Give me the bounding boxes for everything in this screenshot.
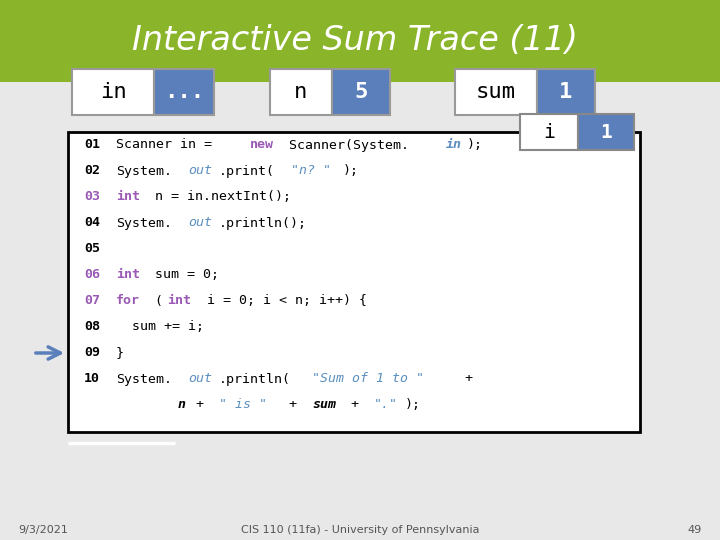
Text: " is ": " is " <box>219 399 267 411</box>
Text: CIS 110 (11fa) - University of Pennsylvania: CIS 110 (11fa) - University of Pennsylva… <box>240 525 480 535</box>
Text: Scanner(System.: Scanner(System. <box>282 138 409 152</box>
Text: out: out <box>188 165 212 178</box>
Text: (: ( <box>147 294 163 307</box>
Text: sum: sum <box>312 399 336 411</box>
Text: sum: sum <box>476 82 516 102</box>
Text: 1: 1 <box>559 82 572 102</box>
Text: System.: System. <box>116 165 172 178</box>
Bar <box>72 69 154 115</box>
Text: .print(: .print( <box>219 165 275 178</box>
Text: 9/3/2021: 9/3/2021 <box>18 525 68 535</box>
Text: 06: 06 <box>84 268 100 281</box>
Text: n: n <box>178 399 186 411</box>
Bar <box>578 114 634 150</box>
Text: ...: ... <box>164 82 204 102</box>
Text: 5: 5 <box>354 82 368 102</box>
Text: .println();: .println(); <box>219 217 307 230</box>
Text: }: } <box>116 347 124 360</box>
Text: n: n <box>294 82 307 102</box>
Text: i: i <box>543 123 555 141</box>
Bar <box>0 0 720 82</box>
Text: System.: System. <box>116 373 172 386</box>
Text: sum = 0;: sum = 0; <box>147 268 219 281</box>
Text: 04: 04 <box>84 217 100 230</box>
Bar <box>270 69 332 115</box>
Bar <box>154 69 214 115</box>
Text: );: ); <box>467 138 483 152</box>
Text: +: + <box>343 399 367 411</box>
Text: +: + <box>188 399 212 411</box>
Text: 10: 10 <box>84 373 100 386</box>
Text: 09: 09 <box>84 347 100 360</box>
Bar <box>537 69 595 115</box>
Text: in: in <box>446 138 462 152</box>
Text: 1: 1 <box>600 123 612 141</box>
Text: System.: System. <box>116 217 172 230</box>
Text: n = in.nextInt();: n = in.nextInt(); <box>147 191 291 204</box>
Text: +: + <box>456 373 472 386</box>
Text: for: for <box>116 294 140 307</box>
Bar <box>520 114 578 150</box>
Text: 03: 03 <box>84 191 100 204</box>
Text: 02: 02 <box>84 165 100 178</box>
Text: new: new <box>250 138 274 152</box>
Text: "Sum of 1 to ": "Sum of 1 to " <box>312 373 424 386</box>
Text: out: out <box>188 217 212 230</box>
Text: ".": "." <box>374 399 398 411</box>
Text: out: out <box>188 373 212 386</box>
Text: int: int <box>116 268 140 281</box>
Text: +: + <box>282 399 305 411</box>
Text: Interactive Sum Trace (11): Interactive Sum Trace (11) <box>132 24 578 57</box>
Bar <box>68 132 640 432</box>
Text: sum += i;: sum += i; <box>116 321 204 334</box>
Text: i = 0; i < n; i++) {: i = 0; i < n; i++) { <box>199 294 366 307</box>
Text: 01: 01 <box>84 138 100 152</box>
Text: in: in <box>99 82 127 102</box>
Text: );: ); <box>343 165 359 178</box>
Text: 49: 49 <box>688 525 702 535</box>
Text: 05: 05 <box>84 242 100 255</box>
Bar <box>332 69 390 115</box>
Text: Scanner in =: Scanner in = <box>116 138 220 152</box>
Text: );: ); <box>405 399 421 411</box>
Text: "n? ": "n? " <box>292 165 331 178</box>
Bar <box>455 69 537 115</box>
Text: int: int <box>168 294 192 307</box>
Text: 08: 08 <box>84 321 100 334</box>
Text: .println(: .println( <box>219 373 291 386</box>
Text: int: int <box>116 191 140 204</box>
Text: 07: 07 <box>84 294 100 307</box>
